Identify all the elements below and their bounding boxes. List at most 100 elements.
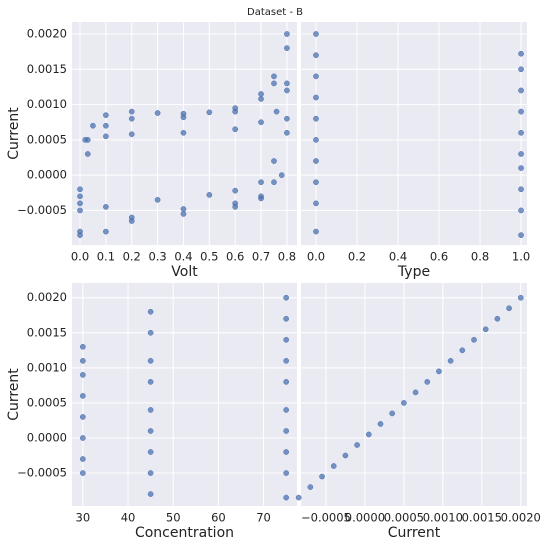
- scatter-point: [258, 195, 264, 202]
- scatter-point: [147, 357, 154, 364]
- scatter-point: [90, 122, 96, 129]
- scatter-point: [354, 442, 360, 448]
- scatter-point: [284, 45, 290, 51]
- scatter-point: [147, 407, 154, 413]
- scatter-point: [518, 66, 524, 73]
- scatter-point: [313, 52, 319, 59]
- scatter-point: [518, 87, 524, 94]
- scatter-point: [84, 137, 91, 143]
- scatter-point: [283, 336, 290, 343]
- scatter-point: [180, 206, 187, 212]
- scatter-point: [307, 484, 314, 490]
- x-tick-label: 30: [76, 511, 91, 525]
- scatter-point: [147, 329, 154, 336]
- x-tick-label: 60: [211, 511, 226, 525]
- y-tick-label: 0.0010: [27, 360, 67, 374]
- scatter-point: [206, 192, 213, 198]
- scatter-point: [154, 110, 161, 116]
- scatter-point: [319, 473, 325, 480]
- x-tick-label: 0.0: [307, 250, 325, 264]
- scatter-point: [79, 343, 86, 350]
- scatter-point: [232, 108, 239, 115]
- scatter-point: [154, 196, 161, 203]
- y-tick-label: 0.0015: [27, 325, 67, 339]
- scatter-point: [77, 193, 83, 200]
- scatter-point: [518, 207, 524, 214]
- x-tick-label: 70: [256, 511, 271, 525]
- y-tick-label: 0.0020: [27, 290, 67, 304]
- scatter-point: [284, 115, 290, 122]
- x-tick-label: 0.5: [200, 250, 218, 264]
- scatter-point: [278, 172, 285, 178]
- scatter-point: [271, 179, 277, 186]
- scatter-point: [342, 452, 349, 459]
- x-tick-label: 0.8: [471, 250, 489, 264]
- scatter-point: [283, 357, 290, 364]
- x-tick-label: 40: [121, 511, 136, 525]
- scatter-point: [313, 31, 319, 37]
- scatter-point: [103, 112, 109, 119]
- y-tick-label: 0.0010: [27, 97, 67, 111]
- scatter-point: [271, 158, 277, 164]
- plot-area: [72, 283, 297, 506]
- chart-title: Dataset - B: [247, 7, 303, 18]
- scatter-point: [313, 115, 319, 122]
- x-tick-label: 0.0010: [423, 511, 463, 525]
- scatter-point: [77, 186, 83, 193]
- x-tick-label: 0.0015: [462, 511, 502, 525]
- y-axis-label: Current: [6, 368, 22, 421]
- scatter-point: [147, 491, 154, 497]
- scatter-point: [103, 122, 109, 129]
- scatter-point: [424, 379, 431, 385]
- y-tick-label: 0.0005: [27, 395, 67, 409]
- scatter-point: [79, 470, 86, 476]
- x-tick-label: 0.0005: [384, 511, 424, 525]
- scatter-point: [232, 204, 239, 210]
- y-tick-label: 0.0000: [27, 430, 67, 444]
- scatter-point: [180, 211, 187, 217]
- scatter-point: [128, 218, 135, 224]
- scatter-point: [518, 50, 524, 57]
- x-tick-label: 0.1: [97, 250, 115, 264]
- scatter-point: [283, 428, 290, 434]
- scatter-point: [284, 129, 290, 136]
- x-tick-label: 0.7: [252, 250, 270, 264]
- x-tick-label: 0.0020: [501, 511, 541, 525]
- scatter-point: [147, 379, 154, 385]
- scatter-point: [77, 200, 83, 207]
- x-tick-label: 0.3: [148, 250, 166, 264]
- scatter-point: [258, 91, 264, 97]
- scatter-point: [517, 294, 524, 301]
- scatter-point: [330, 463, 337, 469]
- scatter-point: [518, 165, 524, 171]
- scatter-point: [313, 158, 319, 164]
- scatter-point: [271, 73, 277, 80]
- scatter-point: [128, 131, 135, 138]
- scatter-point: [79, 414, 86, 420]
- scatter-point: [518, 186, 524, 193]
- x-axis-label: Concentration: [135, 525, 234, 541]
- scatter-point: [283, 494, 290, 501]
- x-tick-label: 0.4: [389, 250, 407, 264]
- scatter-point: [103, 204, 109, 210]
- y-tick-label: −0.0005: [17, 203, 67, 217]
- x-tick-label: 0.2: [348, 250, 366, 264]
- scatter-point: [180, 114, 187, 121]
- scatter-point: [313, 228, 319, 235]
- y-axis-label: Current: [6, 107, 22, 160]
- scatter-point: [79, 456, 86, 462]
- scatter-point: [518, 108, 524, 115]
- x-axis-label: Current: [388, 525, 441, 541]
- scatter-point: [180, 129, 187, 136]
- scatter-point: [79, 372, 86, 378]
- scatter-point: [271, 80, 277, 87]
- scatter-point: [283, 294, 290, 301]
- scatter-point: [365, 431, 372, 438]
- scatter-point: [482, 326, 489, 333]
- scatter-point: [401, 400, 407, 406]
- scatter-point: [412, 389, 419, 396]
- scatter-point: [283, 407, 290, 413]
- scatter-point: [284, 31, 290, 37]
